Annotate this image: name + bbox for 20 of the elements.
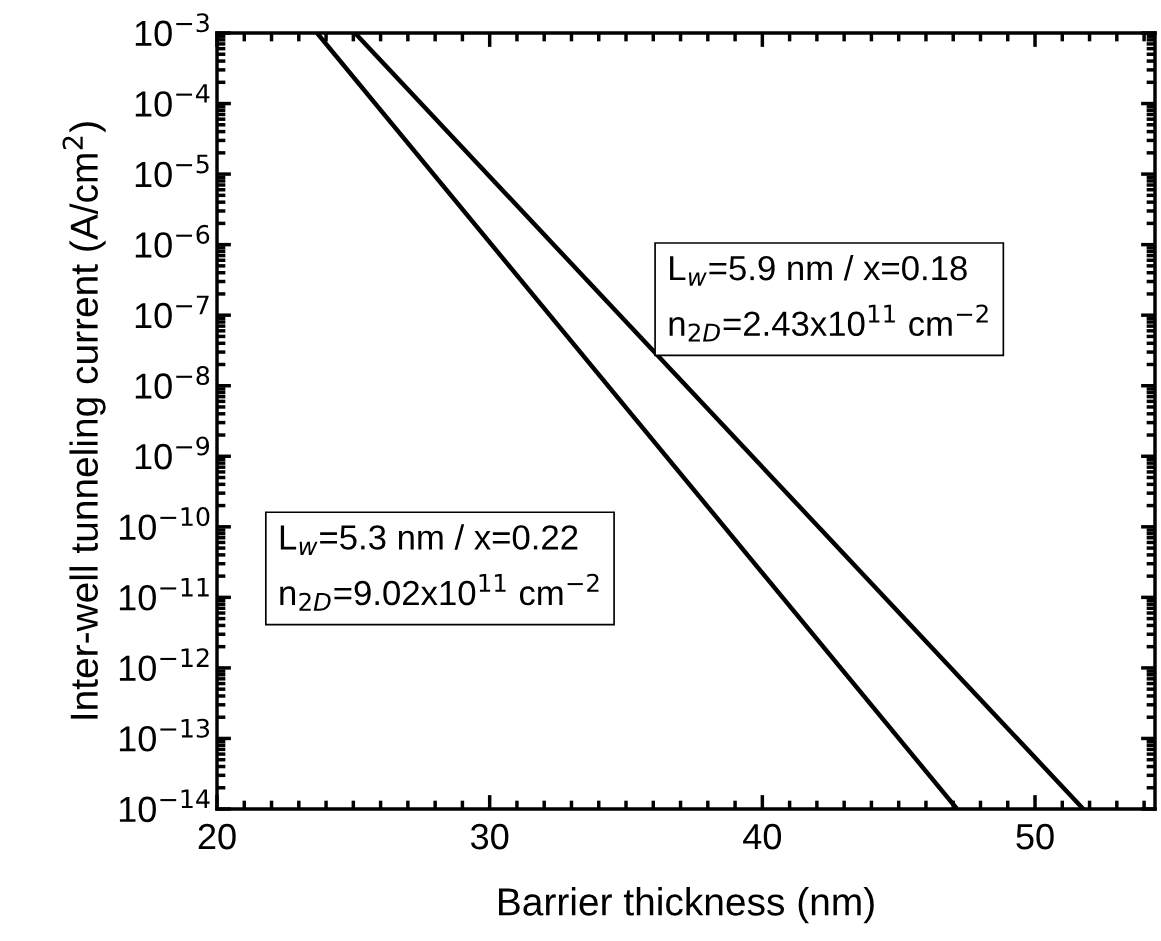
- y-tick-label: 10$^{−11}$: [119, 577, 209, 611]
- y-tick-label: 10$^{−7}$: [135, 295, 209, 329]
- y-tick-label: 10$^{−10}$: [119, 507, 210, 540]
- y-tick-label: 10$^{−6}$: [135, 224, 210, 258]
- y-tick-label: 10$^{−9}$: [135, 436, 210, 470]
- y-tick-label: 10$^{−13}$: [119, 718, 209, 752]
- x-tick-label: 20: [198, 823, 236, 850]
- x-axis-title: Barrier thickness (nm): [499, 887, 874, 924]
- y-tick-label: 10$^{−3}$: [135, 13, 209, 47]
- y-tick-label: 10$^{−4}$: [135, 84, 210, 117]
- y-tick-label: 10$^{−12}$: [119, 648, 209, 682]
- text: L$_{w}$=5.9 nm / x=0.18 n$_{2D}$=2.43x10$^{11}$ cm$^{−2}$: [669, 254, 988, 342]
- x-tick-label: 50: [1016, 823, 1054, 850]
- y-axis-title: Inter-well tunneling current (A/cm$^{2}$): [62, 122, 106, 719]
- y-tick-label: 10$^{−14}$: [119, 789, 210, 823]
- x-tick-label: 30: [470, 823, 509, 850]
- y-tick-label: 10$^{−5}$: [135, 154, 209, 188]
- x-tick-label: 40: [743, 823, 782, 850]
- y-tick-label: 10$^{−8}$: [135, 365, 210, 399]
- text: L$_{w}$=5.3 nm / x=0.22 n$_{2D}$=9.02x10$^{11}$ cm$^{−2}$: [280, 524, 599, 611]
